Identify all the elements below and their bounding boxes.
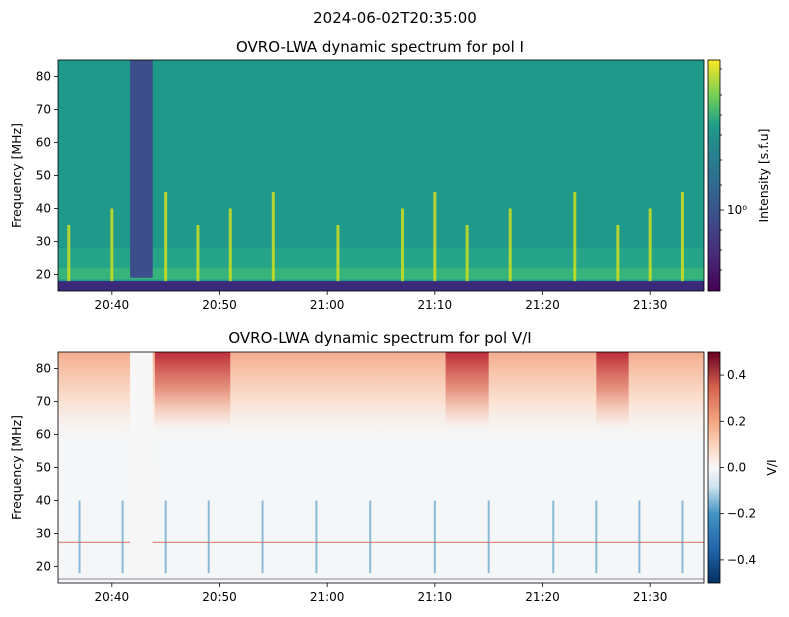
panel-1-burst [616,225,620,282]
panel-2-y-tick-label: 20 [36,560,51,574]
panel-2-positive-region [445,352,489,428]
panel-1-data-gap [130,60,153,278]
panel-1-burst [648,208,652,282]
panel-1-y-tick-label: 60 [36,136,51,150]
panel-1-burst [67,225,71,282]
panel-2-negative-streak [207,500,210,574]
panel-stokes-v-over-i: OVRO-LWA dynamic spectrum for pol V/I 20… [9,329,779,604]
panel-1-burst [228,208,232,282]
panel-2-negative-streak [261,500,264,574]
panel-2-negative-streak [487,500,490,574]
panel-2-y-tick-label: 40 [36,494,51,508]
panel-2-x-tick-label: 21:30 [633,590,668,604]
panel-2-y-tick-label: 50 [36,461,51,475]
panel-2-x-tick-label: 21:20 [525,590,560,604]
panel-2-negative-streak [369,500,372,574]
panel-2-x-tick-label: 20:50 [202,590,237,604]
panel-1-low-band [58,281,704,291]
panel-2-positive-region [154,352,231,428]
panel-2-colorbar-gradient [707,351,721,584]
panel-1-y-tick-label: 20 [36,268,51,282]
panel-1-burst [164,192,168,282]
panel-1-burst [573,192,577,282]
panel-2-negative-streak [121,500,124,574]
panel-1-y-tick-label: 50 [36,169,51,183]
panel-1-x-tick-label: 21:10 [418,298,453,312]
panel-2-ylabel: Frequency [MHz] [9,415,24,520]
panel-2-colorbar-tick-label: −0.2 [727,507,756,521]
panel-2-colorbar-tick-label: 0.4 [727,368,746,382]
panel-2-negative-streak [552,500,555,574]
panel-2-data-gap [130,352,153,574]
panel-2-y-tick-label: 80 [36,362,51,376]
panel-2-negative-streak [638,500,641,574]
panel-2-heatmap [58,352,704,583]
panel-1-title: OVRO-LWA dynamic spectrum for pol I [236,38,524,56]
panel-1-x-tick-label: 21:00 [310,298,345,312]
panel-2-negative-streak [681,500,684,574]
panel-2-colorbar: 0.4 0.2 0.0 −0.2 −0.4 V/I [707,351,779,584]
panel-2-title: OVRO-LWA dynamic spectrum for pol V/I [228,329,531,347]
panel-1-x-tick-label: 20:40 [95,298,130,312]
panel-1-y-tick-label: 30 [36,235,51,249]
panel-1-ylabel: Frequency [MHz] [9,123,24,228]
panel-1-burst [336,225,340,282]
panel-2-y-tick-label: 70 [36,395,51,409]
panel-1-y-tick-label: 70 [36,103,51,117]
panel-2-negative-streak [78,500,81,574]
panel-1-colorbar-tick-label: 10⁰ [727,203,747,217]
panel-2-colorbar-tick-label: 0.0 [727,461,746,475]
panel-1-x-tick-label: 21:20 [525,298,560,312]
panel-1-burst [110,208,114,282]
panel-1-burst [196,225,200,282]
panel-2-negative-streak [315,500,318,574]
panel-2-negative-streak [164,500,167,574]
panel-1-y-tick-label: 40 [36,202,51,216]
panel-1-burst [401,208,405,282]
panel-2-x-tick-label: 20:40 [95,590,130,604]
panel-1-y-tick-label: 80 [36,70,51,84]
panel-1-band-22-28 [58,248,704,268]
panel-1-colorbar-label: Intensity [s.f.u] [756,128,771,222]
panel-2-negative-streak [433,500,436,574]
panel-2-colorbar-label: V/I [764,459,779,475]
panel-2-x-tick-label: 21:00 [310,590,345,604]
panel-2-negative-streak [595,500,598,574]
panel-1-x-tick-label: 20:50 [202,298,237,312]
panel-1-burst [508,208,512,282]
panel-2-colorbar-tick-label: −0.4 [727,553,756,567]
panel-1-strong-band [58,267,704,280]
panel-2-x-tick-label: 21:10 [418,590,453,604]
panel-2-colorbar-tick-label: 0.2 [727,414,746,428]
panel-1-burst [465,225,469,282]
panel-1-heatmap [58,60,704,291]
panel-1-burst [433,192,437,282]
panel-1-burst [680,192,684,282]
panel-2-positive-region [596,352,629,428]
panel-stokes-i: OVRO-LWA dynamic spectrum for pol I 20:4… [9,38,771,312]
panel-1-colorbar-gradient [707,59,721,292]
figure-suptitle: 2024-06-02T20:35:00 [313,9,477,27]
panel-1-colorbar: 10⁰ Intensity [s.f.u] [707,59,771,292]
panel-2-y-tick-label: 30 [36,527,51,541]
panel-1-x-tick-label: 21:30 [633,298,668,312]
panel-1-burst [271,192,275,282]
panel-2-y-tick-label: 60 [36,428,51,442]
